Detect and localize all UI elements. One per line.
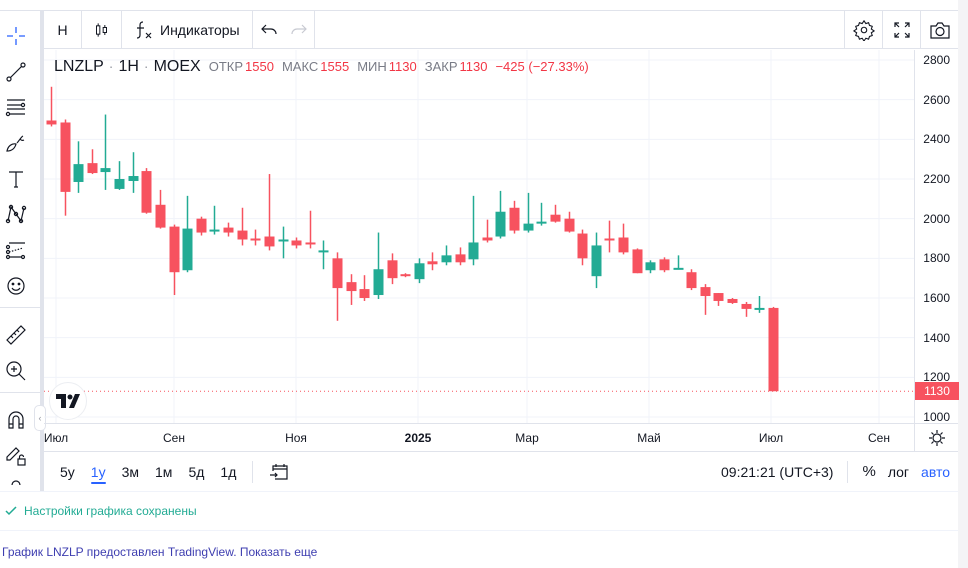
legend-open-label: ОТКР — [208, 59, 244, 74]
candlestick-chart — [44, 50, 914, 423]
range-3m[interactable]: 3м — [121, 463, 140, 480]
crosshair-icon[interactable] — [3, 23, 29, 49]
price-tick: 2800 — [923, 53, 950, 67]
check-icon — [5, 506, 17, 516]
goto-date-button[interactable] — [261, 452, 297, 492]
legend-high-label: МАКС — [281, 59, 319, 74]
divider — [252, 460, 254, 483]
drawing-toolbar — [0, 11, 40, 491]
fullscreen-icon — [893, 21, 910, 38]
time-tick: Мар — [515, 431, 539, 445]
price-tick: 1000 — [923, 410, 950, 424]
time-tick: Июл — [43, 431, 69, 445]
tradingview-logo[interactable] — [49, 382, 87, 420]
legend-low-label: МИН — [357, 59, 387, 74]
legend-symbol[interactable]: LNZLP — [54, 58, 104, 75]
bottom-toolbar: 5у 1у 3м 1м 5д 1д 09:21:21 (UTC+3) % лог… — [44, 451, 958, 491]
interval-button[interactable]: Н — [44, 11, 82, 48]
trend-line-icon[interactable] — [3, 59, 29, 85]
status-message: Настройки графика сохранены — [24, 504, 197, 518]
clock-time[interactable]: 09:21:21 (UTC+3) — [721, 463, 834, 480]
time-tick: Сен — [868, 431, 890, 445]
redo-icon — [291, 24, 307, 34]
auto-toggle[interactable]: авто — [921, 463, 950, 480]
legend-exchange: MOEX — [153, 58, 201, 75]
redo-button[interactable] — [285, 11, 315, 48]
legend-open-value: 1550 — [245, 59, 274, 74]
scrollbar-track[interactable] — [958, 0, 968, 568]
text-icon[interactable] — [3, 166, 29, 192]
time-tick: Ноя — [285, 431, 307, 445]
attribution-link[interactable]: График LNZLP предоставлен TradingView. П… — [2, 545, 318, 559]
divider — [0, 307, 40, 308]
chevron-left-icon: ‹ — [38, 413, 42, 423]
legend-high-value: 1555 — [320, 59, 350, 74]
legend-low-value: 1130 — [388, 59, 417, 74]
ruler-icon[interactable] — [3, 322, 29, 348]
lock-drawings-icon[interactable] — [3, 442, 29, 468]
undo-button[interactable] — [253, 11, 285, 48]
range-1m[interactable]: 1м — [155, 463, 173, 480]
log-toggle[interactable]: лог — [887, 463, 910, 480]
zoom-in-icon[interactable] — [3, 358, 29, 384]
price-tick: 2200 — [923, 172, 950, 186]
gear-icon — [852, 19, 875, 41]
range-1y[interactable]: 1у — [83, 452, 114, 492]
divider — [0, 392, 40, 393]
collapse-toolbar-button[interactable]: ‹ — [34, 405, 46, 431]
price-tick: 1400 — [923, 330, 950, 345]
fib-retracement-icon[interactable] — [3, 94, 29, 120]
legend-close-value: 1130 — [459, 59, 488, 74]
fx-icon — [136, 20, 152, 39]
chart-pane[interactable] — [44, 50, 914, 423]
magnet-icon[interactable] — [3, 407, 29, 433]
range-5y[interactable]: 5у — [60, 463, 75, 480]
range-1d[interactable]: 1д — [220, 463, 237, 480]
legend-change: −425 (−27.33%) — [495, 59, 589, 74]
price-tick: 1200 — [923, 370, 950, 385]
sun-settings-icon — [928, 429, 945, 446]
candles-icon — [96, 22, 107, 37]
divider — [847, 460, 849, 483]
hide-icon[interactable] — [3, 475, 29, 491]
indicators-label: Индикаторы — [160, 21, 240, 38]
indicators-button[interactable]: Индикаторы — [122, 11, 253, 48]
time-tick: 2025 — [404, 431, 432, 445]
last-price-label: 1130 — [915, 382, 959, 401]
camera-icon — [929, 21, 950, 39]
toolbar-divider — [40, 11, 44, 491]
pattern-icon[interactable] — [3, 201, 29, 227]
divider — [0, 10, 958, 11]
price-tick: 2600 — [923, 92, 950, 107]
brush-icon[interactable] — [3, 130, 29, 156]
calendar-goto-icon — [270, 463, 288, 480]
legend-interval: 1Н — [118, 58, 139, 75]
tradingview-logo-icon — [56, 394, 80, 408]
time-tick: Сен — [163, 431, 185, 445]
screenshot-button[interactable] — [920, 11, 958, 48]
symbol-legend: LNZLP · 1Н · MOEX ОТКР 1550 МАКС 1555 МИН 1… — [54, 58, 589, 75]
time-tick: Июл — [758, 431, 784, 445]
prediction-icon[interactable] — [3, 237, 29, 263]
price-tick: 1800 — [923, 251, 950, 266]
emoji-icon[interactable] — [3, 273, 29, 299]
fullscreen-button[interactable] — [882, 11, 920, 48]
time-tick: Май — [637, 431, 661, 445]
legend-close-label: ЗАКР — [424, 59, 458, 74]
top-toolbar: Н Индикаторы — [44, 11, 958, 49]
price-tick: 1600 — [923, 291, 950, 305]
axis-settings-button[interactable] — [914, 423, 958, 451]
percent-toggle[interactable]: % — [862, 463, 876, 480]
settings-button[interactable] — [844, 11, 882, 48]
chart-type-button[interactable] — [82, 11, 122, 48]
price-tick: 2400 — [923, 132, 950, 147]
price-tick: 2000 — [923, 211, 950, 226]
price-axis[interactable]: 1130 2800 2600 2400 2200 2000 1800 1600 1400 120… — [914, 50, 959, 424]
range-5d[interactable]: 5д — [188, 463, 205, 480]
undo-icon — [260, 24, 277, 34]
time-axis[interactable]: Июл Сен Ноя 2025 Мар Май Июл Сен — [44, 423, 914, 451]
status-bar: Настройки графика сохранены — [0, 491, 958, 531]
